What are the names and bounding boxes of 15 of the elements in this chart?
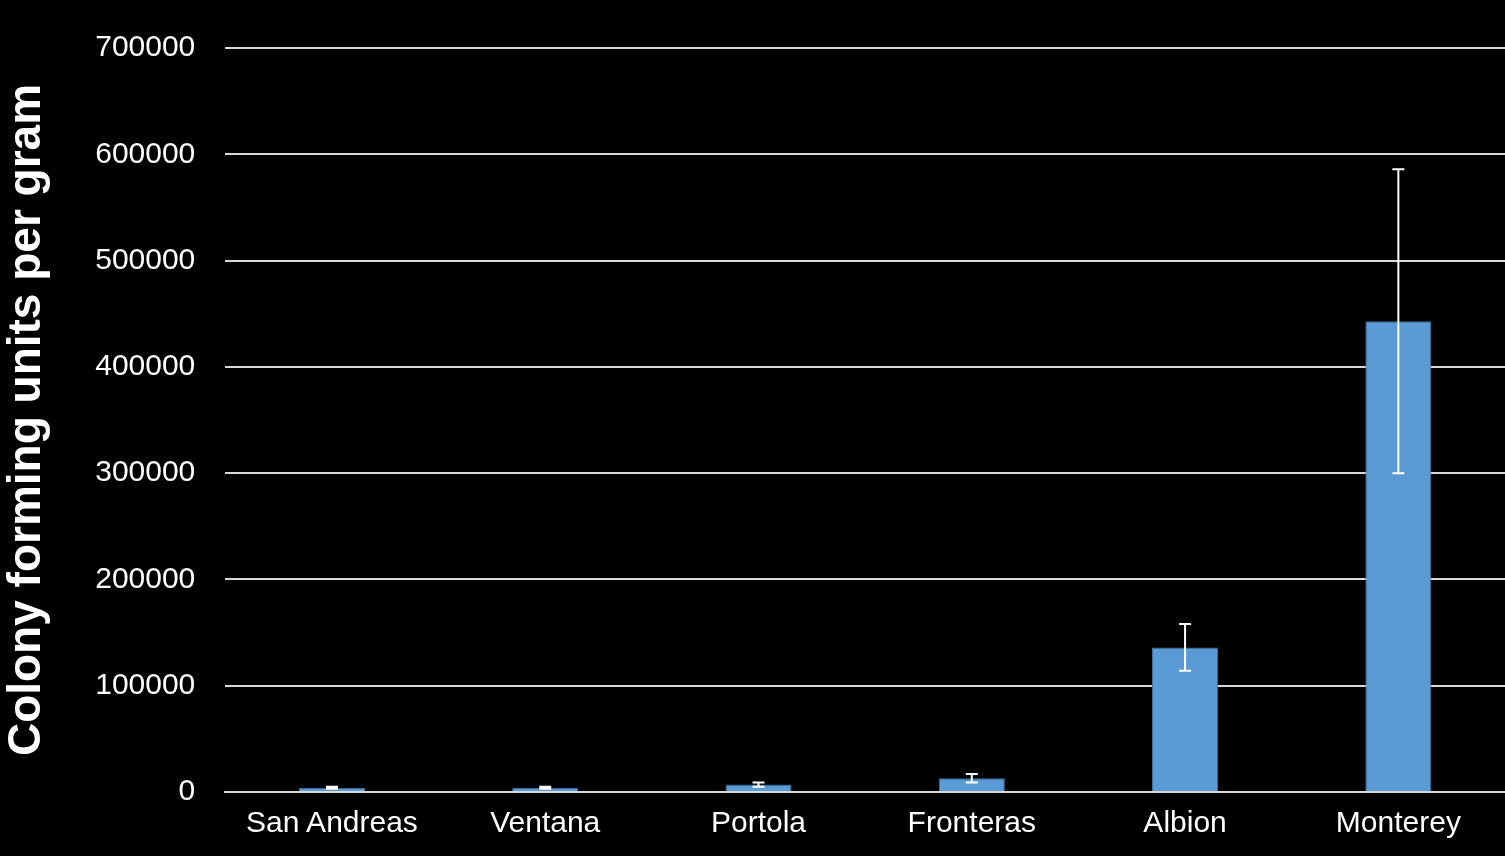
- y-tick-label: 200000: [95, 560, 196, 594]
- y-tick-label: 700000: [95, 29, 196, 63]
- x-tick-label: Portola: [710, 805, 807, 839]
- x-tick-label: Albion: [1143, 805, 1227, 839]
- y-tick-label: 300000: [95, 454, 196, 488]
- x-tick-label: Fronteras: [907, 805, 1036, 839]
- y-tick-label: 100000: [95, 666, 196, 700]
- x-tick-label: Monterey: [1335, 805, 1461, 839]
- x-tick-label: Ventana: [490, 805, 601, 839]
- y-tick-label: 400000: [95, 348, 196, 382]
- y-tick-label: 500000: [95, 241, 196, 275]
- y-tick-label: 600000: [95, 135, 196, 169]
- x-tick-label: San Andreas: [246, 805, 418, 839]
- y-tick-label: 0: [178, 773, 196, 807]
- y-axis-title: Colony forming units per gram: [0, 83, 51, 757]
